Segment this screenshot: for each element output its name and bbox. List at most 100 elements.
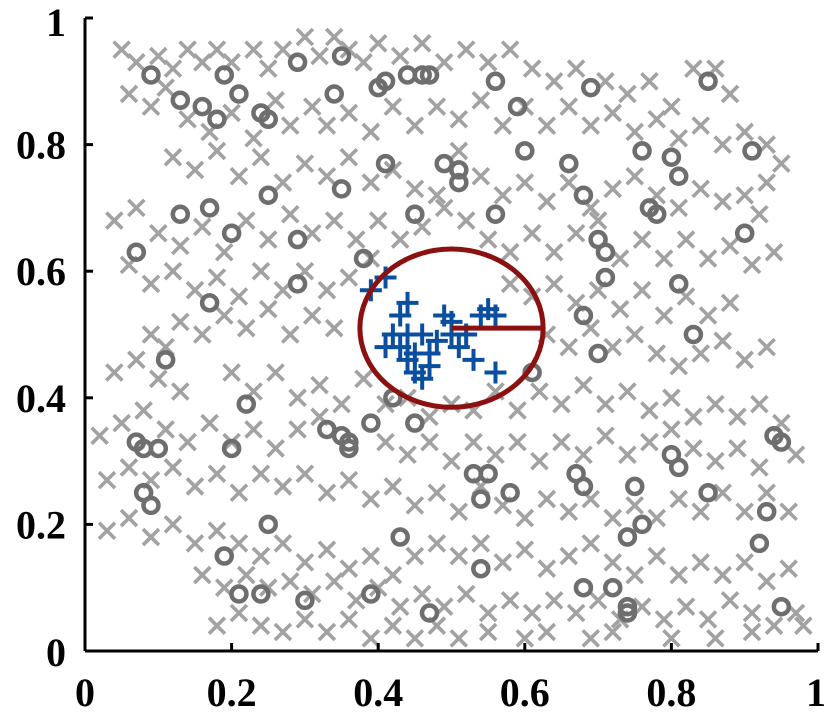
x-marker xyxy=(280,116,300,135)
x-marker xyxy=(640,401,659,420)
circle-marker xyxy=(405,204,425,224)
circle-marker xyxy=(449,172,469,193)
x-marker xyxy=(632,230,652,249)
x-marker xyxy=(376,432,395,452)
x-marker xyxy=(522,223,542,243)
x-marker xyxy=(171,312,190,332)
x-marker-series xyxy=(90,27,813,648)
x-marker xyxy=(119,458,139,477)
circle-marker xyxy=(734,223,755,243)
circle-marker xyxy=(221,223,242,243)
circle-marker xyxy=(339,432,359,452)
circle-marker xyxy=(141,495,161,516)
x-marker xyxy=(500,242,520,262)
x-marker xyxy=(544,591,564,610)
x-marker xyxy=(706,629,725,648)
circle-marker xyxy=(471,489,491,509)
x-marker xyxy=(574,445,593,465)
x-marker xyxy=(229,534,249,553)
plus-marker xyxy=(396,291,419,314)
circle-marker xyxy=(221,438,242,459)
x-marker xyxy=(603,179,623,199)
x-marker xyxy=(742,603,762,623)
x-marker xyxy=(185,160,205,180)
x-marker xyxy=(530,382,549,401)
x-marker xyxy=(662,420,681,439)
x-marker xyxy=(302,97,322,116)
x-marker xyxy=(141,325,161,344)
x-marker xyxy=(698,249,718,268)
x-marker xyxy=(713,135,732,154)
x-marker xyxy=(185,280,205,300)
x-marker xyxy=(720,84,740,104)
x-marker xyxy=(757,173,776,192)
circle-marker xyxy=(287,274,308,294)
x-marker xyxy=(236,211,256,230)
x-marker xyxy=(427,185,447,205)
x-marker xyxy=(559,546,579,566)
x-marker xyxy=(640,72,659,91)
x-tick-labels: 0 0.2 0.4 0.6 0.8 1 xyxy=(75,670,826,715)
x-marker xyxy=(295,464,315,484)
x-marker xyxy=(794,616,813,635)
x-marker xyxy=(390,46,410,66)
plus-marker xyxy=(425,329,448,352)
x-marker xyxy=(654,306,674,325)
x-marker xyxy=(544,242,564,262)
x-marker xyxy=(127,198,146,218)
plus-marker xyxy=(447,336,470,359)
x-marker xyxy=(471,91,491,110)
x-marker xyxy=(251,147,271,167)
x-marker xyxy=(603,553,623,572)
axes xyxy=(83,16,820,653)
x-marker xyxy=(207,40,227,59)
circle-marker xyxy=(698,71,718,92)
x-marker xyxy=(691,553,710,572)
circle-marker xyxy=(214,546,235,566)
x-marker xyxy=(662,97,681,116)
x-marker xyxy=(207,141,227,161)
x-marker xyxy=(522,59,542,78)
x-marker xyxy=(691,179,710,199)
circle-marker xyxy=(595,267,616,288)
circle-marker xyxy=(287,52,308,73)
circle-marker xyxy=(412,65,432,85)
x-marker xyxy=(405,179,425,199)
x-marker xyxy=(339,470,359,490)
x-marker xyxy=(141,274,161,294)
x-marker xyxy=(339,103,359,123)
x-marker xyxy=(295,553,315,572)
x-marker xyxy=(273,173,293,192)
x-marker xyxy=(735,122,754,142)
y-tick-label: 1 xyxy=(46,0,66,45)
plus-marker xyxy=(389,304,412,327)
circle-marker xyxy=(646,204,667,224)
x-marker xyxy=(654,249,674,268)
x-marker xyxy=(735,185,754,205)
x-marker xyxy=(464,432,483,452)
x-marker xyxy=(625,565,645,585)
x-marker xyxy=(354,53,373,72)
x-marker xyxy=(266,439,285,458)
x-marker xyxy=(632,280,652,300)
circle-marker xyxy=(507,96,528,117)
x-marker xyxy=(647,546,667,566)
x-marker xyxy=(552,394,571,414)
circle-marker xyxy=(258,109,278,130)
x-marker xyxy=(214,306,234,325)
x-marker xyxy=(720,293,740,313)
x-marker xyxy=(134,401,153,420)
x-marker xyxy=(515,508,535,528)
x-marker xyxy=(566,223,586,243)
x-marker xyxy=(442,451,461,471)
circle-marker xyxy=(756,501,777,522)
x-marker xyxy=(317,280,337,300)
x-marker xyxy=(324,572,344,591)
x-marker xyxy=(757,483,776,503)
x-marker xyxy=(251,546,271,566)
x-marker xyxy=(676,230,696,249)
circle-marker xyxy=(199,293,220,313)
circle-marker xyxy=(339,438,359,459)
x-marker xyxy=(750,394,769,414)
x-marker xyxy=(625,122,645,142)
